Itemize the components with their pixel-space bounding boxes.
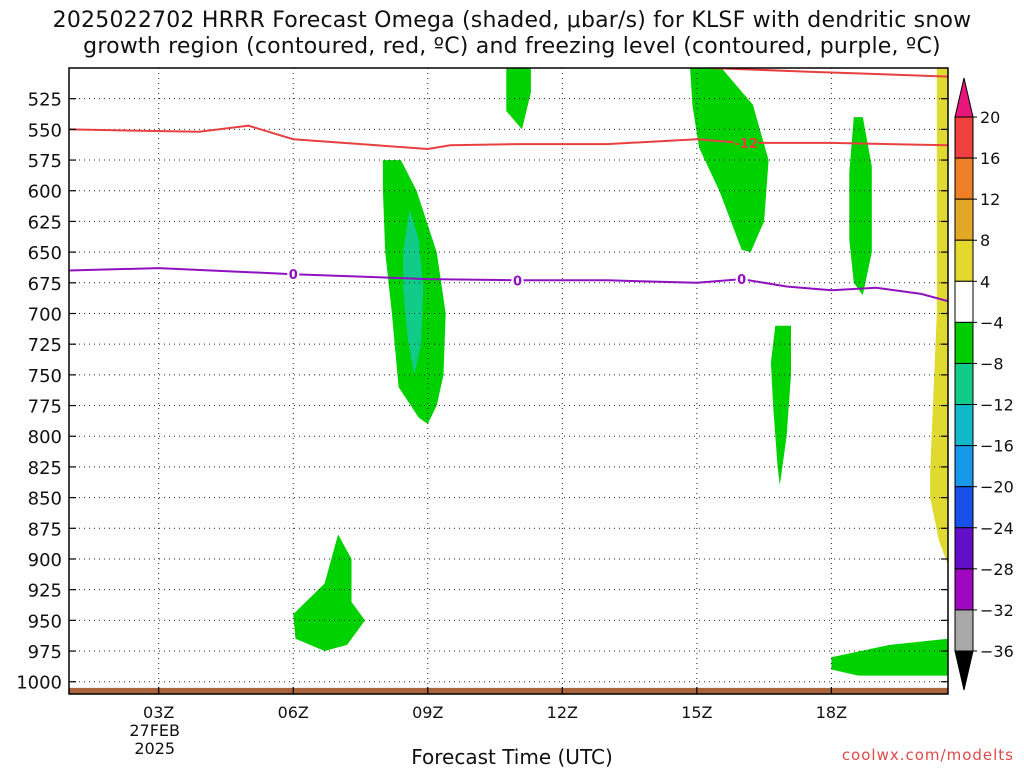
dgz-upper-contour [710, 68, 948, 78]
colorbar-label-12: −32 [980, 601, 1014, 620]
x-tick-label-06Z: 06Z [278, 703, 309, 722]
x-tick-sublabel-0: 27FEB [129, 721, 180, 740]
colorbar-segment-1 [954, 157, 974, 200]
downward-motion-right-edge [930, 68, 948, 566]
y-tick-label-775: 775 [28, 397, 62, 418]
colorbar-segment-11 [954, 568, 974, 611]
colorbar-segment-12 [954, 609, 974, 652]
colorbar-label-11: −28 [980, 560, 1014, 579]
y-tick-label-950: 950 [28, 611, 62, 632]
colorbar-label-1: 16 [980, 149, 1000, 168]
upward-motion-07z-low [293, 534, 365, 651]
colorbar-label-13: −36 [980, 642, 1014, 661]
y-tick-label-925: 925 [28, 581, 62, 602]
y-tick-label-825: 825 [28, 458, 62, 479]
colorbar-label-3: 8 [980, 231, 990, 250]
freezing-contour-label-0: 0 [289, 268, 298, 283]
y-tick-label-525: 525 [28, 90, 62, 111]
colorbar-segment-10 [954, 527, 974, 570]
colorbar-segment-7 [954, 404, 974, 447]
omega-shading [293, 68, 948, 676]
dgz-lower-contour [69, 124, 948, 151]
y-tick-label-850: 850 [28, 489, 62, 510]
y-tick-label-750: 750 [28, 366, 62, 387]
colorbar-bottom-triangle [954, 650, 974, 691]
freezing-contour-label-2: 0 [737, 273, 746, 288]
colorbar-segment-3 [954, 239, 974, 282]
colorbar-label-10: −24 [980, 519, 1014, 538]
colorbar-label-0: 20 [980, 108, 1000, 127]
colorbar-label-6: −8 [980, 354, 1004, 373]
colorbar-segment-2 [954, 198, 974, 241]
grid-lines [69, 68, 948, 694]
y-tick-label-675: 675 [28, 274, 62, 295]
y-tick-label-650: 650 [28, 243, 62, 264]
colorbar-label-4: 4 [980, 272, 990, 291]
upward-motion-17z-mid [770, 325, 791, 486]
x-tick-label-15Z: 15Z [681, 703, 712, 722]
contour-lines: -12 0 0 0 [69, 68, 948, 303]
upward-motion-19z-sfc [831, 638, 948, 676]
colorbar: 20 16 12 8 4 −4 −8 −12 −16 −20 −24 −28 −32 −36 [954, 77, 1014, 691]
y-tick-label-725: 725 [28, 335, 62, 356]
colorbar-segment-5 [954, 321, 974, 364]
freezing-label-bg-1 [511, 273, 524, 288]
y-tick-label-700: 700 [28, 304, 62, 325]
x-tick-sublabel-1: 2025 [134, 739, 175, 758]
dgz-label-bg [734, 135, 759, 150]
y-tick-label-575: 575 [28, 151, 62, 172]
plot-frame [68, 67, 949, 695]
upward-motion-1030z [506, 68, 531, 130]
dgz-contour-label: -12 [734, 137, 758, 152]
colorbar-segment-4 [954, 280, 974, 323]
x-tick-label-12Z: 12Z [547, 703, 578, 722]
colorbar-label-9: −20 [980, 478, 1014, 497]
y-tick-label-1000: 1000 [16, 673, 62, 694]
y-tick-label-900: 900 [28, 550, 62, 571]
colorbar-segment-9 [954, 486, 974, 529]
terrain-band [69, 687, 948, 694]
source-credit: coolwx.com/modelts [841, 746, 1014, 764]
colorbar-top-triangle [954, 77, 974, 118]
chart-title-line-1: 2025022702 HRRR Forecast Omega (shaded, … [52, 8, 972, 33]
terrain-layer [69, 687, 948, 694]
y-tick-label-875: 875 [28, 519, 62, 540]
y-tick-label-975: 975 [28, 642, 62, 663]
upward-motion-1830z [849, 117, 872, 296]
colorbar-label-2: 12 [980, 190, 1000, 209]
colorbar-segment-0 [954, 116, 974, 159]
freezing-label-bg-2 [735, 272, 748, 287]
y-tick-label-550: 550 [28, 120, 62, 141]
chart-title-line-2: growth region (contoured, red, ºC) and f… [83, 34, 941, 59]
plot-border [68, 67, 949, 695]
colorbar-label-7: −12 [980, 396, 1014, 415]
x-tick-label-09Z: 09Z [412, 703, 443, 722]
freezing-contour-label-1: 0 [513, 274, 522, 289]
colorbar-segment-8 [954, 445, 974, 488]
y-tick-label-800: 800 [28, 427, 62, 448]
strong-upward-core-09z [403, 209, 424, 375]
colorbar-label-8: −16 [980, 437, 1014, 456]
x-tick-label-03Z: 03Z [143, 703, 174, 722]
freezing-label-bg-0 [287, 267, 300, 282]
x-axis-label: Forecast Time (UTC) [411, 745, 613, 769]
x-tick-label-18Z: 18Z [816, 703, 847, 722]
y-tick-label-625: 625 [28, 212, 62, 233]
y-tick-label-600: 600 [28, 182, 62, 203]
y-axis: 525 550 575 600 625 650 675 700 725 750 775 800 825 8… [16, 90, 948, 694]
colorbar-label-5: −4 [980, 313, 1004, 332]
colorbar-segment-6 [954, 362, 974, 406]
freezing-level-contour [69, 267, 948, 303]
